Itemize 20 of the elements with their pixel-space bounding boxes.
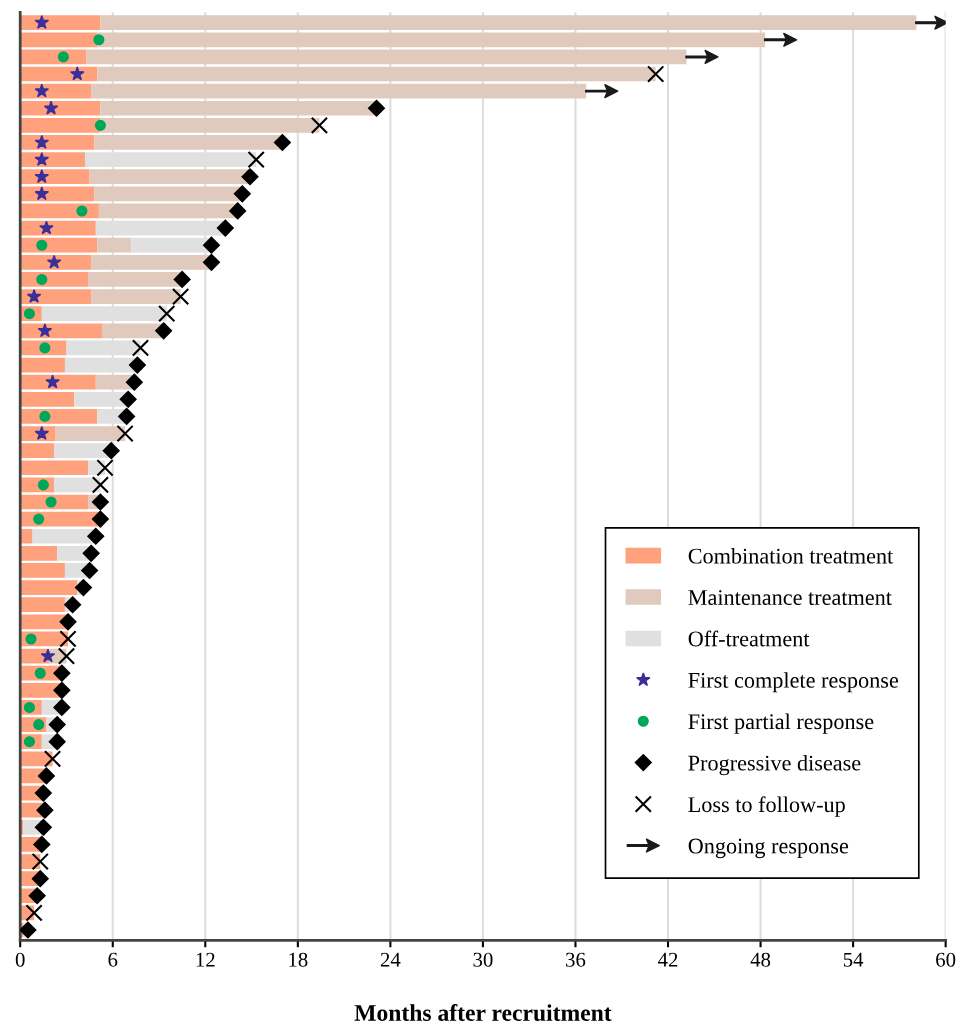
x-tick-label: 24 <box>380 952 401 967</box>
x-tick-label: 48 <box>750 952 771 967</box>
legend-label: Combination treatment <box>688 547 894 564</box>
legend-label: Off-treatment <box>688 630 810 647</box>
x-tick-label: 42 <box>658 952 678 967</box>
x-tick-label: 12 <box>196 952 215 967</box>
x-axis-title: Months after recruitment <box>354 1004 612 1021</box>
x-tick-label: 36 <box>566 952 586 967</box>
x-tick-label: 6 <box>108 952 118 967</box>
legend-label: Progressive disease <box>688 754 861 776</box>
x-tick-label: 54 <box>843 952 864 967</box>
legend-label: Maintenance treatment <box>688 590 892 605</box>
x-tick-label: 18 <box>289 952 308 967</box>
x-tick-label: 30 <box>473 952 493 967</box>
legend-label: First complete response <box>688 672 899 693</box>
legend-label: Loss to follow-up <box>688 796 845 817</box>
legend-label: First partial response <box>688 713 874 734</box>
x-tick-label: 60 <box>936 952 956 967</box>
x-tick-label: 0 <box>15 952 25 967</box>
legend-label: Ongoing response <box>688 838 849 859</box>
